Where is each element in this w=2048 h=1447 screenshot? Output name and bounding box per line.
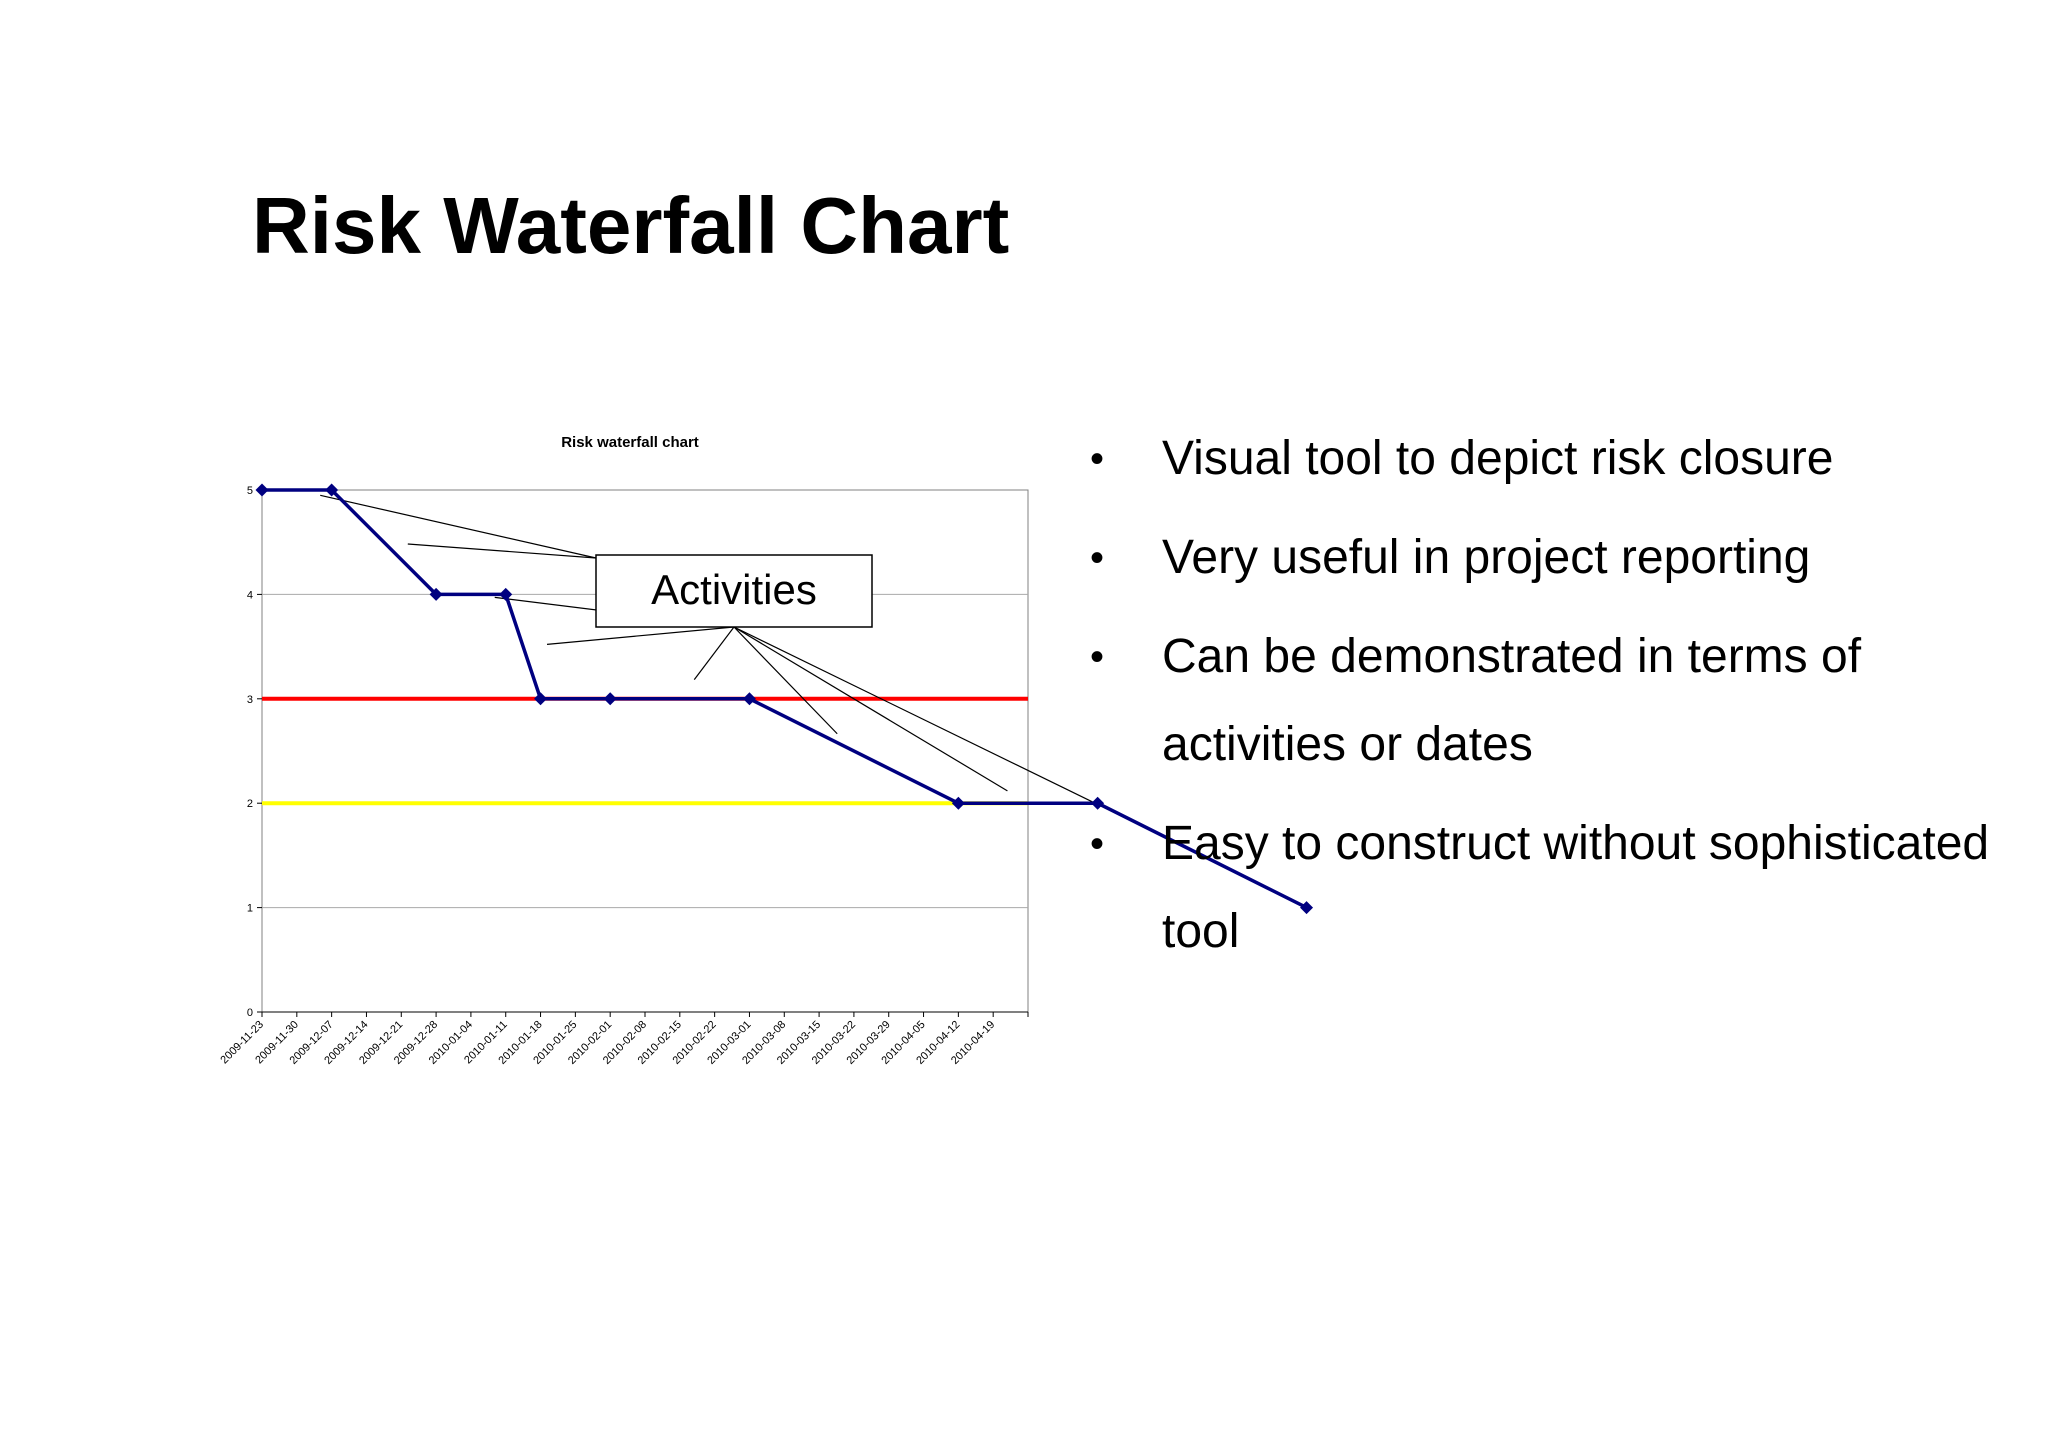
activities-box [595,554,873,628]
data-point [255,483,269,497]
data-point [951,796,965,810]
bullet-text: Very useful in project reporting [1162,531,1811,584]
data-point [742,692,756,706]
bullet-dot: • [1090,822,1105,866]
series-line [262,488,1308,910]
y-tick-label: 1 [247,903,253,915]
annotation-leader-line [546,626,735,645]
bullet-item: • Visual tool to depict risk closure [1090,415,1990,503]
y-tick-label: 2 [247,798,253,810]
y-tick-label: 4 [247,589,253,601]
bullet-dot: • [1090,437,1105,481]
bullet-text: Easy to construct without sophisticated … [1162,817,1990,958]
activities-label: Activities [651,566,817,613]
bullet-item: • Very useful in project reporting [1090,514,1990,602]
bullet-dot: • [1090,635,1105,679]
data-point [534,692,548,706]
chart-title: Risk waterfall chart [561,434,699,451]
bullet-dot: • [1090,536,1105,580]
data-point [1300,901,1314,915]
data-point [603,692,617,706]
annotation-leader-line [693,626,735,681]
bullet-item: • Easy to construct without sophisticated… [1090,800,1990,976]
annotation-leader-line [407,543,597,559]
y-tick-label: 5 [247,485,253,497]
data-point [499,587,513,601]
bullet-item: • Can be demonstrated in terms of activit… [1090,613,1990,789]
y-tick-label: 3 [247,694,253,706]
bullet-list: • Visual tool to depict risk closure • Ver… [1090,415,1990,987]
data-point [325,483,339,497]
bullet-text: Can be demonstrated in terms of activiti… [1162,630,1862,771]
annotation-leader-line [320,494,597,559]
data-point [1091,796,1105,810]
slide-title: Risk Waterfall Chart [252,181,1010,270]
annotation-leader-line [733,626,838,735]
data-point [429,587,443,601]
annotation-leader-line [733,626,1008,792]
activities-annotation: Activities [595,554,873,628]
bullet-text: Visual tool to depict risk closure [1162,432,1834,485]
y-tick-label: 0 [247,1007,253,1019]
risk-waterfall-chart: Risk waterfall chart 0123452009-11-23200… [218,434,1314,1067]
